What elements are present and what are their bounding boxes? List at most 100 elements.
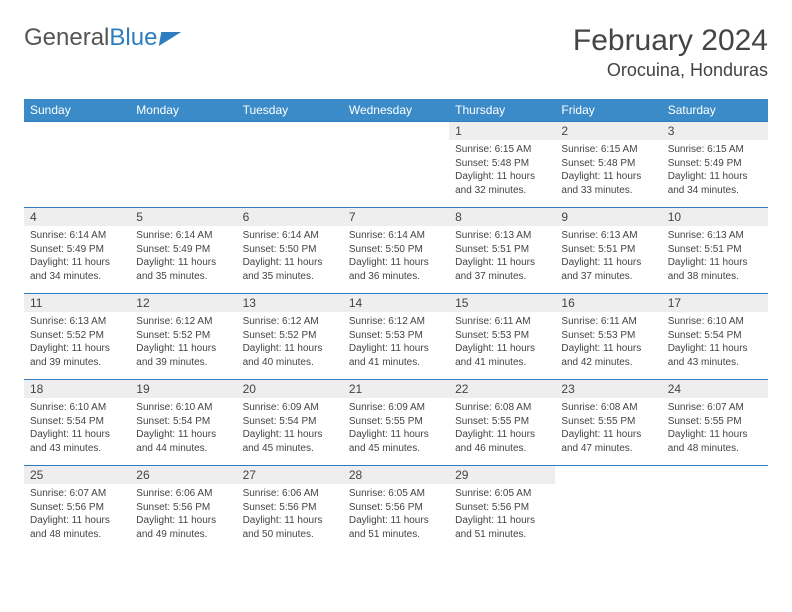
daylight-text: Daylight: 11 hours and 41 minutes. [455, 342, 549, 369]
day-number [130, 122, 236, 140]
daylight-text: Daylight: 11 hours and 39 minutes. [136, 342, 230, 369]
logo-text-a: General [24, 24, 109, 52]
sunset-text: Sunset: 5:53 PM [455, 329, 549, 343]
sunset-text: Sunset: 5:56 PM [30, 501, 124, 515]
daylight-text: Daylight: 11 hours and 41 minutes. [349, 342, 443, 369]
calendar-cell [343, 122, 449, 208]
sunrise-text: Sunrise: 6:08 AM [455, 401, 549, 415]
calendar-cell: 21Sunrise: 6:09 AMSunset: 5:55 PMDayligh… [343, 380, 449, 466]
sunset-text: Sunset: 5:55 PM [455, 415, 549, 429]
calendar-cell: 10Sunrise: 6:13 AMSunset: 5:51 PMDayligh… [662, 208, 768, 294]
sunrise-text: Sunrise: 6:14 AM [243, 229, 337, 243]
day-details: Sunrise: 6:06 AMSunset: 5:56 PMDaylight:… [130, 484, 236, 545]
calendar-cell: 2Sunrise: 6:15 AMSunset: 5:48 PMDaylight… [555, 122, 661, 208]
day-number: 19 [130, 380, 236, 398]
day-details: Sunrise: 6:15 AMSunset: 5:48 PMDaylight:… [555, 140, 661, 201]
sunset-text: Sunset: 5:52 PM [136, 329, 230, 343]
calendar-cell: 11Sunrise: 6:13 AMSunset: 5:52 PMDayligh… [24, 294, 130, 380]
month-title: February 2024 [573, 24, 768, 58]
calendar-cell [662, 466, 768, 552]
day-number: 12 [130, 294, 236, 312]
calendar-cell [237, 122, 343, 208]
calendar-cell: 14 Sunrise: 6:12 AMSunset: 5:53 PMDayligh… [343, 294, 449, 380]
calendar-row: 1Sunrise: 6:15 AMSunset: 5:48 PMDaylight… [24, 122, 768, 208]
daylight-text: Daylight: 11 hours and 50 minutes. [243, 514, 337, 541]
day-number: 25 [24, 466, 130, 484]
calendar-cell: 17Sunrise: 6:10 AMSunset: 5:54 PMDayligh… [662, 294, 768, 380]
day-number [24, 122, 130, 140]
sunset-text: Sunset: 5:51 PM [455, 243, 549, 257]
weekday-header: Thursday [449, 99, 555, 122]
calendar-cell: 3Sunrise: 6:15 AMSunset: 5:49 PMDaylight… [662, 122, 768, 208]
sunset-text: Sunset: 5:54 PM [30, 415, 124, 429]
sunrise-text: Sunrise: 6:10 AM [136, 401, 230, 415]
calendar-cell: 1Sunrise: 6:15 AMSunset: 5:48 PMDaylight… [449, 122, 555, 208]
sunrise-text: Sunrise: 6:08 AM [561, 401, 655, 415]
sunset-text: Sunset: 5:50 PM [349, 243, 443, 257]
weekday-header-row: Sunday Monday Tuesday Wednesday Thursday… [24, 99, 768, 122]
day-number [555, 466, 661, 484]
day-number: 28 [343, 466, 449, 484]
sunrise-text: Sunrise: 6:14 AM [349, 229, 443, 243]
sunset-text: Sunset: 5:53 PM [349, 329, 443, 343]
day-number: 18 [24, 380, 130, 398]
daylight-text: Daylight: 11 hours and 38 minutes. [668, 256, 762, 283]
day-number: 3 [662, 122, 768, 140]
sunrise-text: Sunrise: 6:07 AM [30, 487, 124, 501]
weekday-header: Saturday [662, 99, 768, 122]
day-number: 6 [237, 208, 343, 226]
title-block: February 2024 Orocuina, Honduras [573, 24, 768, 81]
sunset-text: Sunset: 5:52 PM [243, 329, 337, 343]
calendar-cell [130, 122, 236, 208]
daylight-text: Daylight: 11 hours and 43 minutes. [30, 428, 124, 455]
sunset-text: Sunset: 5:49 PM [136, 243, 230, 257]
day-details: Sunrise: 6:12 AMSunset: 5:52 PMDaylight:… [130, 312, 236, 373]
day-number: 10 [662, 208, 768, 226]
day-details: Sunrise: 6:05 AMSunset: 5:56 PMDaylight:… [449, 484, 555, 545]
calendar-cell: 22Sunrise: 6:08 AMSunset: 5:55 PMDayligh… [449, 380, 555, 466]
sunset-text: Sunset: 5:49 PM [30, 243, 124, 257]
day-number: 17 [662, 294, 768, 312]
calendar-row: 11Sunrise: 6:13 AMSunset: 5:52 PMDayligh… [24, 294, 768, 380]
day-number: 27 [237, 466, 343, 484]
calendar-cell: 6Sunrise: 6:14 AMSunset: 5:50 PMDaylight… [237, 208, 343, 294]
sunset-text: Sunset: 5:56 PM [349, 501, 443, 515]
calendar-cell: 26Sunrise: 6:06 AMSunset: 5:56 PMDayligh… [130, 466, 236, 552]
logo: GeneralBlue [24, 24, 180, 52]
day-number: 16 [555, 294, 661, 312]
day-details: Sunrise: 6:14 AMSunset: 5:50 PMDaylight:… [343, 226, 449, 287]
sunrise-text: Sunrise: 6:13 AM [30, 315, 124, 329]
sunset-text: Sunset: 5:54 PM [668, 329, 762, 343]
day-details: Sunrise: 6:09 AMSunset: 5:55 PMDaylight:… [343, 398, 449, 459]
calendar-cell: 19Sunrise: 6:10 AMSunset: 5:54 PMDayligh… [130, 380, 236, 466]
day-details: Sunrise: 6:13 AMSunset: 5:51 PMDaylight:… [662, 226, 768, 287]
day-number: 24 [662, 380, 768, 398]
day-details: Sunrise: 6:10 AMSunset: 5:54 PMDaylight:… [130, 398, 236, 459]
daylight-text: Daylight: 11 hours and 40 minutes. [243, 342, 337, 369]
daylight-text: Daylight: 11 hours and 32 minutes. [455, 170, 549, 197]
sunset-text: Sunset: 5:50 PM [243, 243, 337, 257]
sunrise-text: Sunrise: 6:05 AM [349, 487, 443, 501]
sunset-text: Sunset: 5:52 PM [30, 329, 124, 343]
daylight-text: Daylight: 11 hours and 37 minutes. [561, 256, 655, 283]
sunrise-text: Sunrise: 6:12 AM [349, 315, 443, 329]
day-details: Sunrise: 6:07 AMSunset: 5:55 PMDaylight:… [662, 398, 768, 459]
day-number: 15 [449, 294, 555, 312]
sunrise-text: Sunrise: 6:12 AM [243, 315, 337, 329]
day-number: 5 [130, 208, 236, 226]
day-details: Sunrise: 6:13 AMSunset: 5:52 PMDaylight:… [24, 312, 130, 373]
daylight-text: Daylight: 11 hours and 35 minutes. [136, 256, 230, 283]
sunset-text: Sunset: 5:51 PM [561, 243, 655, 257]
daylight-text: Daylight: 11 hours and 51 minutes. [349, 514, 443, 541]
day-number [343, 122, 449, 140]
daylight-text: Daylight: 11 hours and 51 minutes. [455, 514, 549, 541]
day-number: 14 [343, 294, 449, 312]
calendar-cell: 4Sunrise: 6:14 AMSunset: 5:49 PMDaylight… [24, 208, 130, 294]
day-number: 20 [237, 380, 343, 398]
day-number: 23 [555, 380, 661, 398]
sunrise-text: Sunrise: 6:15 AM [668, 143, 762, 157]
calendar-cell: 15Sunrise: 6:11 AMSunset: 5:53 PMDayligh… [449, 294, 555, 380]
daylight-text: Daylight: 11 hours and 46 minutes. [455, 428, 549, 455]
calendar-cell: 16Sunrise: 6:11 AMSunset: 5:53 PMDayligh… [555, 294, 661, 380]
day-number: 13 [237, 294, 343, 312]
